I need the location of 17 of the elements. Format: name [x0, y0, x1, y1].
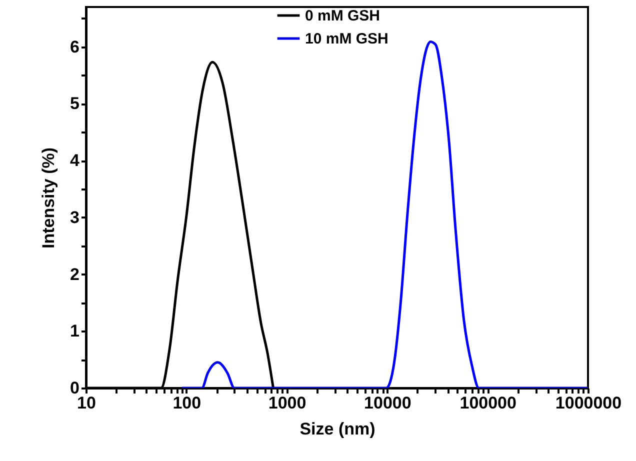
x-axis-title: Size (nm)	[300, 420, 376, 438]
y-tick-label: 5	[70, 94, 80, 114]
legend-label: 10 mM GSH	[305, 30, 388, 48]
x-tick-label: 100	[172, 394, 202, 412]
y-tick-label: 3	[70, 208, 80, 227]
x-tick-label: 1000	[268, 394, 306, 412]
x-tick-label: 10	[77, 394, 96, 412]
x-tick-label: 1000000	[555, 394, 622, 412]
x-tick-label: 100000	[460, 394, 516, 412]
y-tick-label: 4	[70, 151, 80, 170]
y-tick-label: 0	[70, 378, 80, 398]
legend-label: 0 mM GSH	[305, 8, 380, 24]
x-tick-label: 10000	[364, 394, 412, 412]
y-tick-label: 1	[70, 322, 80, 341]
y-tick-label: 6	[70, 37, 80, 56]
y-tick-label: 2	[70, 264, 80, 284]
y-axis-title: Intensity (%)	[39, 147, 58, 249]
